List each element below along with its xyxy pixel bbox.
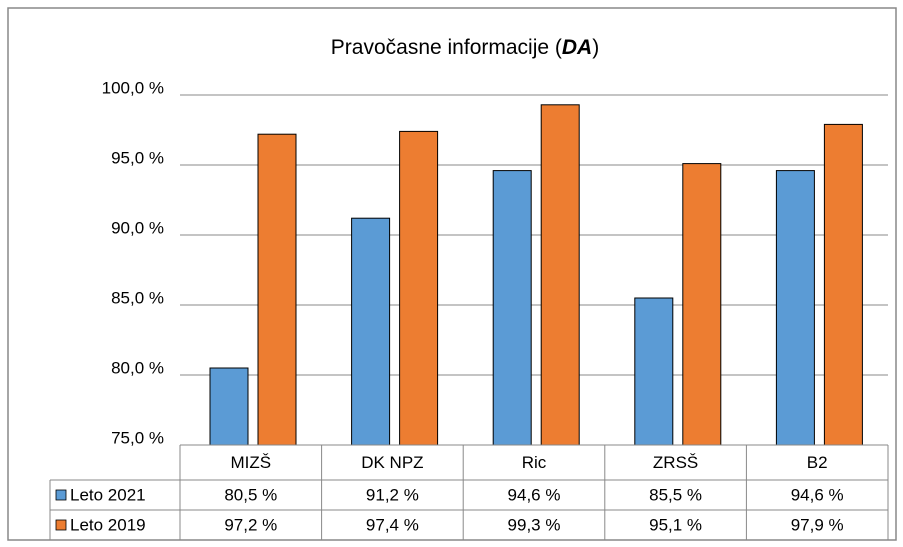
y-tick-label: 80,0 % — [111, 358, 164, 377]
y-tick-label: 85,0 % — [111, 288, 164, 307]
data-label: 94,6 % — [508, 485, 561, 504]
bar — [634, 297, 674, 446]
title-text: Pravočasne informacije ( — [331, 36, 562, 59]
x-tick-label: Ric — [522, 453, 547, 472]
chart-title: Pravočasne informacije (DA) — [331, 36, 599, 59]
data-label: 97,4 % — [366, 515, 419, 534]
title-text: ) — [592, 36, 599, 59]
data-label: 97,9 % — [791, 515, 844, 534]
bar — [540, 104, 580, 446]
data-label: 94,6 % — [791, 485, 844, 504]
bar — [209, 367, 249, 446]
data-label: 99,3 % — [508, 515, 561, 534]
data-label: 95,1 % — [649, 515, 702, 534]
bar — [823, 123, 863, 446]
bar — [399, 130, 439, 446]
chart-border — [7, 7, 897, 541]
legend-key — [55, 489, 67, 501]
bar — [682, 163, 722, 446]
bar — [775, 170, 815, 446]
y-tick-label: 90,0 % — [111, 218, 164, 237]
x-tick-label: MIZŠ — [230, 453, 271, 472]
x-tick-label: ZRSŠ — [653, 453, 698, 472]
y-tick-label: 75,0 % — [111, 428, 164, 447]
bar — [492, 170, 532, 446]
y-tick-label: 95,0 % — [111, 148, 164, 167]
data-label: 85,5 % — [649, 485, 702, 504]
legend-label: Leto 2019 — [70, 515, 146, 534]
bar — [257, 133, 297, 446]
legend-key — [55, 519, 67, 531]
x-tick-label: B2 — [807, 453, 828, 472]
data-label: 80,5 % — [224, 485, 277, 504]
bar — [351, 217, 391, 446]
x-tick-label: DK NPZ — [361, 453, 423, 472]
legend-label: Leto 2021 — [70, 485, 146, 504]
data-label: 97,2 % — [224, 515, 277, 534]
title-emphasis: DA — [562, 36, 592, 59]
y-tick-label: 100,0 % — [102, 78, 164, 97]
data-label: 91,2 % — [366, 485, 419, 504]
